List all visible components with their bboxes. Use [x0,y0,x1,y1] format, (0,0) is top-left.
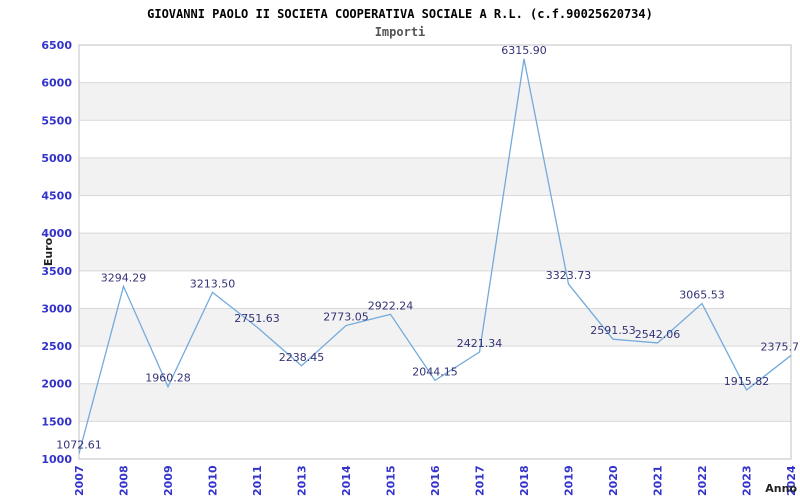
y-tick-label: 6500 [41,39,72,52]
x-tick-label: 2008 [118,465,131,496]
x-tick-label: 2023 [741,465,754,496]
x-tick-label: 2021 [652,465,665,496]
data-point-label: 3213.50 [190,277,236,290]
data-point-label: 1915.82 [724,375,770,388]
y-tick-label: 3000 [41,302,72,315]
data-point-label: 1072.61 [56,439,102,452]
plot-band [79,45,791,83]
x-tick-label: 2010 [207,465,220,496]
x-tick-label: 2011 [251,465,264,496]
plot-band [79,157,791,196]
y-tick-label: 5500 [41,114,72,127]
plot-band [79,270,791,309]
plot-border [78,44,792,460]
y-tick-label: 4000 [41,227,72,240]
plot-band [79,346,791,384]
data-point-label: 3065.53 [679,289,725,302]
y-tick-label: 5000 [41,152,72,165]
x-tick-label: 2022 [696,465,709,496]
y-tick-label: 4500 [41,190,72,203]
plot-band [79,195,791,234]
chart-subtitle: Importi [374,25,426,39]
data-point-label: 2542.06 [635,328,681,341]
y-tick-label: 2500 [41,340,72,353]
x-tick-label: 2015 [385,465,398,496]
plot-band [79,233,791,271]
x-tick-label: 2019 [563,465,576,496]
data-point-label: 2044.15 [412,365,458,378]
y-tick-label: 6000 [41,77,72,90]
data-point-label: 6315.90 [501,44,547,57]
x-tick-label: 2013 [296,465,309,496]
data-point-label: 3294.29 [101,271,147,284]
x-tick-label: 2020 [607,465,620,496]
data-point-label: 2238.45 [279,351,325,364]
y-tick-label: 2000 [41,378,72,391]
data-point-label: 2922.24 [368,299,414,312]
x-tick-label: 2016 [429,465,442,496]
data-point-label: 2375.7 [761,340,800,353]
chart-title: GIOVANNI PAOLO II SOCIETA COOPERATIVA SO… [147,7,653,21]
x-tick-label: 2007 [73,465,86,496]
plot-band [79,120,791,158]
y-tick-label: 3500 [41,265,72,278]
data-point-label: 3323.73 [546,269,592,282]
plot-band [79,82,791,121]
data-point-label: 2421.34 [457,337,503,350]
y-axis-title: Euro [42,237,55,266]
y-tick-label: 1000 [41,453,72,466]
x-tick-label: 2017 [474,465,487,496]
plot-band [79,421,791,459]
x-tick-label: 2024 [785,465,798,496]
x-axis-title: Anno [765,482,797,495]
x-tick-label: 2009 [162,465,175,496]
plot-band [79,383,791,422]
x-tick-label: 2014 [340,465,353,496]
plot-band [79,308,791,347]
series-line [78,58,792,454]
x-tick-label: 2018 [518,465,531,496]
y-tick-label: 1500 [41,415,72,428]
data-point-label: 2751.63 [234,312,280,325]
data-point-label: 2591.53 [590,324,636,337]
data-point-label: 1960.28 [145,372,191,385]
data-point-label: 2773.05 [323,311,369,324]
